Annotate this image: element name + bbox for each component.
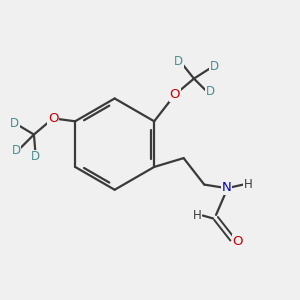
Text: D: D: [206, 85, 215, 98]
Text: D: D: [31, 150, 40, 164]
Text: O: O: [169, 88, 180, 101]
Text: D: D: [10, 117, 19, 130]
Text: D: D: [210, 60, 219, 73]
Text: N: N: [221, 181, 231, 194]
Text: O: O: [232, 235, 243, 248]
Text: H: H: [193, 209, 201, 222]
Text: D: D: [12, 144, 21, 157]
Text: D: D: [174, 55, 183, 68]
Text: H: H: [243, 178, 252, 191]
Text: O: O: [48, 112, 58, 125]
